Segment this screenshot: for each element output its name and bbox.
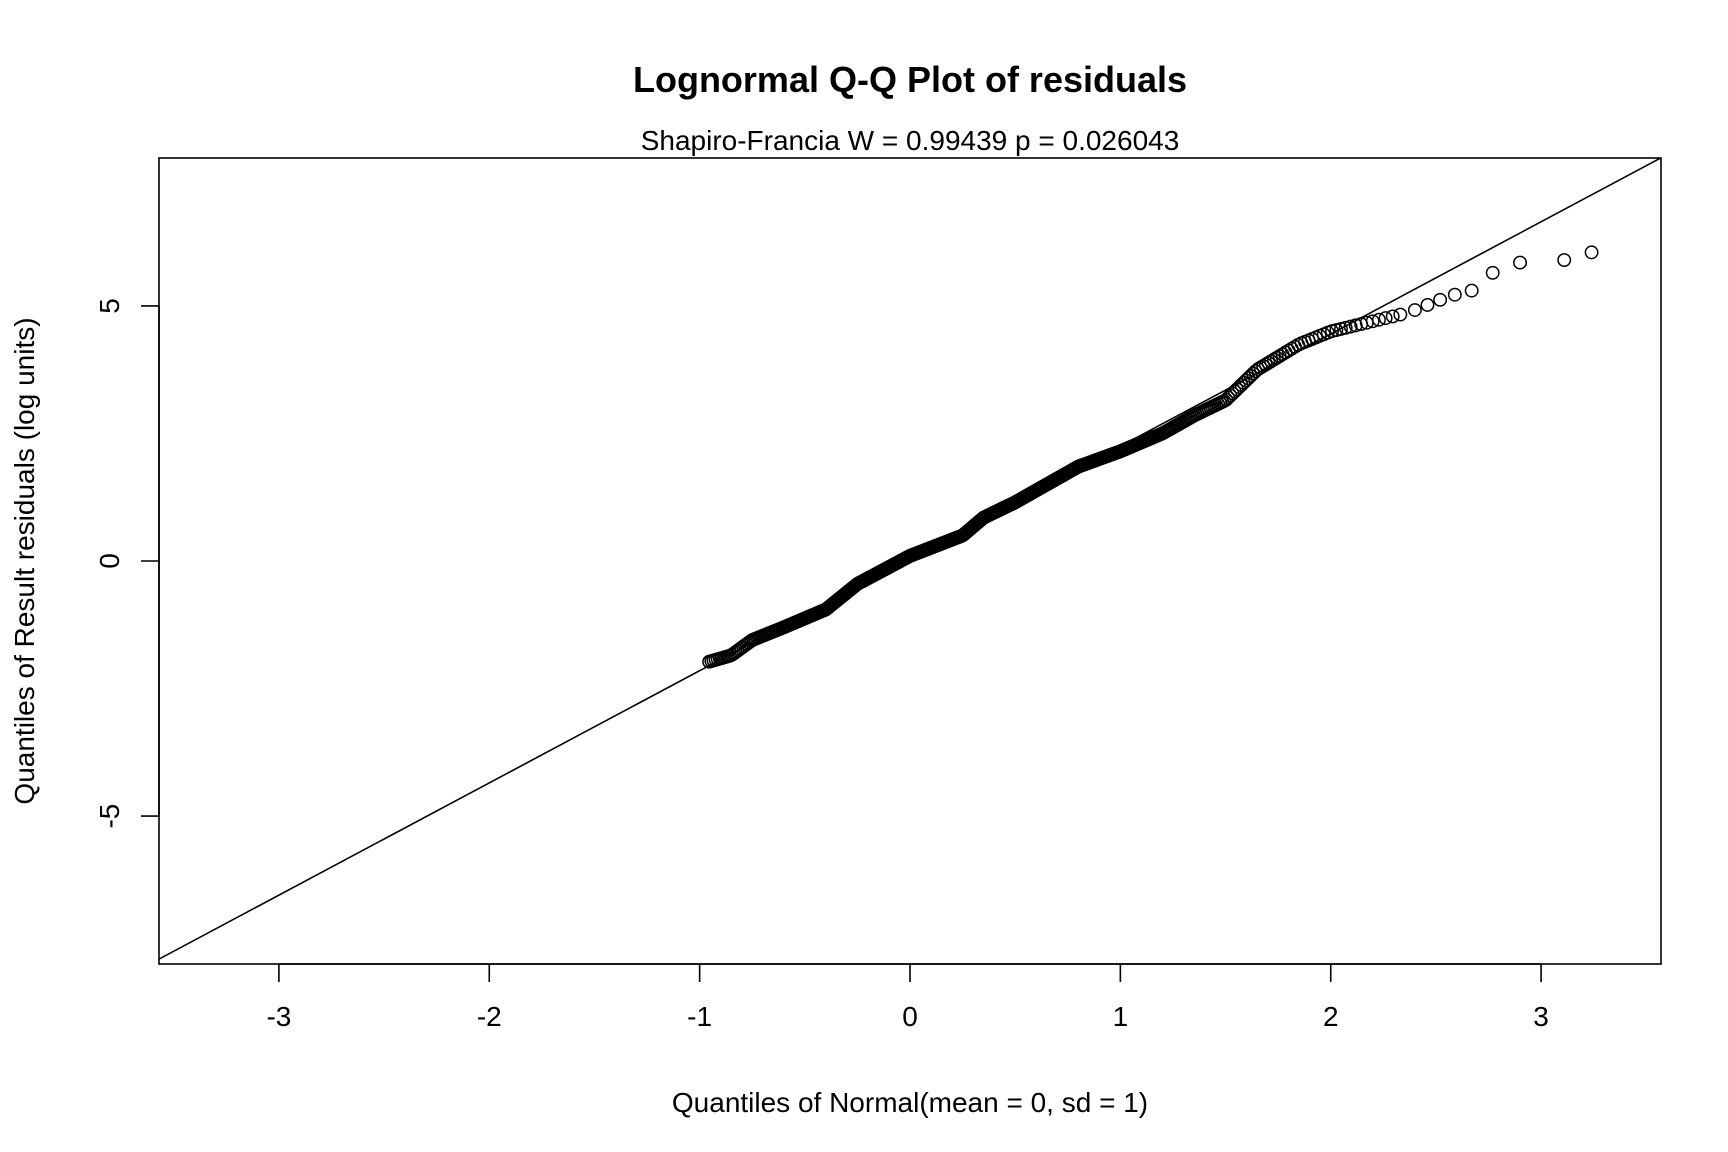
data-point <box>1239 373 1253 388</box>
data-point <box>1241 371 1256 386</box>
x-tick-label: -1 <box>687 1001 712 1032</box>
data-point <box>1433 292 1448 307</box>
data-point <box>1393 307 1408 322</box>
y-tick-label: 0 <box>94 553 125 569</box>
y-axis: -5 0 5 <box>94 298 160 829</box>
x-axis: -3 -2 -1 0 1 2 3 <box>266 963 1549 1032</box>
x-tick-label: -3 <box>266 1001 291 1032</box>
data-point <box>1378 311 1393 326</box>
chart-subtitle: Shapiro-Francia W = 0.99439 p = 0.026043 <box>641 125 1180 156</box>
y-tick-label: -5 <box>94 804 125 829</box>
x-tick-label: 3 <box>1533 1001 1549 1032</box>
data-point <box>1513 255 1528 270</box>
data-point <box>1447 287 1462 302</box>
x-tick-label: 2 <box>1323 1001 1339 1032</box>
data-point <box>1343 319 1358 334</box>
y-tick-label: 5 <box>94 298 125 314</box>
y-axis-label: Quantiles of Result residuals (log units… <box>9 317 40 804</box>
data-point <box>1584 245 1599 260</box>
data-point <box>1485 265 1500 280</box>
data-point <box>1385 309 1400 324</box>
data-points <box>702 245 1599 669</box>
data-point <box>1365 314 1380 329</box>
chart-title: Lognormal Q-Q Plot of residuals <box>633 59 1187 100</box>
x-axis-label: Quantiles of Normal(mean = 0, sd = 1) <box>672 1087 1148 1118</box>
x-tick-label: -2 <box>477 1001 502 1032</box>
data-point <box>1338 320 1353 335</box>
x-tick-label: 0 <box>902 1001 918 1032</box>
plot-content <box>159 158 1661 960</box>
x-tick-label: 1 <box>1113 1001 1129 1032</box>
data-point <box>1557 253 1572 267</box>
data-point <box>1464 283 1479 298</box>
data-point <box>1372 312 1386 327</box>
data-point <box>1407 303 1422 317</box>
data-point <box>1420 297 1435 312</box>
